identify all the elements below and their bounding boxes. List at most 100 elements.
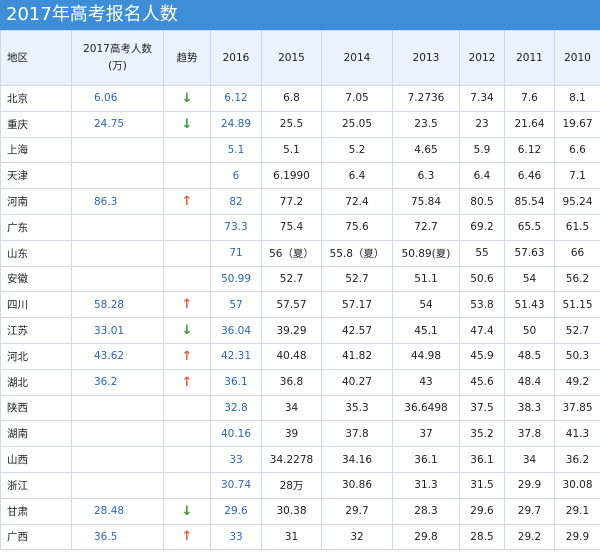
year-value-cell: 6.1990 [261, 162, 322, 190]
year-value-cell: 25.05 [321, 110, 393, 138]
table-row: 天津 6 6.1990 6.4 6.3 6.4 6.46 7.1 [0, 162, 600, 190]
trend-up-arrow-icon: ↑ [181, 297, 193, 313]
year-value-cell: 7.05 [321, 85, 393, 112]
trend-cell: ↑ [163, 368, 211, 396]
year-value-cell: 57.17 [321, 291, 393, 319]
year-value-cell: 42.31 [210, 342, 262, 370]
table-row: 浙江 30.74 28万 30.86 31.3 31.5 29.9 30.08 [0, 471, 600, 499]
region-cell: 上海 [0, 136, 72, 164]
year-value-cell: 73.3 [210, 213, 262, 241]
year-value-cell: 6.8 [261, 85, 322, 112]
trend-up-arrow-icon: ↑ [181, 529, 193, 545]
count-2017-cell [71, 162, 164, 190]
year-value-cell: 47.4 [459, 317, 505, 344]
region-cell: 浙江 [0, 471, 72, 499]
year-value-cell: 72.4 [321, 188, 393, 215]
year-value-cell: 80.5 [459, 188, 505, 215]
year-value-cell: 31 [261, 523, 322, 551]
count-2017-cell: 6.06 [71, 85, 164, 112]
column-header-year: 2014 [321, 30, 393, 86]
year-value-cell: 6.4 [321, 162, 393, 190]
year-value-cell: 66 [554, 239, 600, 267]
year-value-cell: 57 [210, 291, 262, 319]
year-value-cell: 30.08 [554, 471, 600, 499]
region-cell: 山东 [0, 239, 72, 267]
trend-cell [163, 136, 211, 164]
year-value-cell: 65.5 [504, 213, 555, 241]
count-2017-cell [71, 239, 164, 267]
trend-cell [163, 239, 211, 267]
region-cell: 天津 [0, 162, 72, 190]
year-value-cell: 28.3 [392, 497, 460, 525]
year-value-cell: 57.57 [261, 291, 322, 319]
table-row: 重庆 24.75 ↓ 24.89 25.5 25.05 23.5 23 21.64 19.67 [0, 110, 600, 138]
year-value-cell: 77.2 [261, 188, 322, 215]
table-row: 陕西 32.8 34 35.3 36.6498 37.5 38.3 37.85 [0, 394, 600, 422]
year-value-cell: 55 [459, 239, 505, 267]
trend-cell: ↑ [163, 342, 211, 370]
trend-cell [163, 394, 211, 422]
year-value-cell: 7.34 [459, 85, 505, 112]
column-header-2017-count: 2017高考人数 (万) [71, 30, 164, 86]
year-value-cell: 54 [504, 265, 555, 293]
year-value-cell: 61.5 [554, 213, 600, 241]
trend-cell: ↓ [163, 317, 211, 344]
year-value-cell: 5.1 [261, 136, 322, 164]
year-value-cell: 34.16 [321, 446, 393, 473]
trend-cell [163, 420, 211, 448]
trend-down-arrow-icon: ↓ [181, 90, 193, 106]
table-row: 江苏 33.01 ↓ 36.04 39.29 42.57 45.1 47.4 50 52.7 [0, 317, 600, 344]
year-value-cell: 54 [392, 291, 460, 319]
year-value-cell: 71 [210, 239, 262, 267]
year-value-cell: 51.43 [504, 291, 555, 319]
year-value-cell: 33 [210, 446, 262, 473]
region-cell: 河南 [0, 188, 72, 215]
year-value-cell: 75.4 [261, 213, 322, 241]
year-value-cell: 21.64 [504, 110, 555, 138]
count-2017-cell [71, 136, 164, 164]
count-2017-cell: 36.5 [71, 523, 164, 551]
year-value-cell: 29.6 [210, 497, 262, 525]
region-cell: 河北 [0, 342, 72, 370]
year-value-cell: 6.4 [459, 162, 505, 190]
year-value-cell: 23.5 [392, 110, 460, 138]
year-value-cell: 30.38 [261, 497, 322, 525]
year-value-cell: 37.8 [321, 420, 393, 448]
year-value-cell: 4.65 [392, 136, 460, 164]
year-value-cell: 69.2 [459, 213, 505, 241]
year-value-cell: 6.12 [210, 85, 262, 112]
year-value-cell: 29.7 [504, 497, 555, 525]
table-row: 广东 73.3 75.4 75.6 72.7 69.2 65.5 61.5 [0, 213, 600, 241]
year-value-cell: 52.7 [321, 265, 393, 293]
trend-cell [163, 213, 211, 241]
table-row: 湖北 36.2 ↑ 36.1 36.8 40.27 43 45.6 48.4 49.2 [0, 368, 600, 396]
year-value-cell: 6.6 [554, 136, 600, 164]
table-row: 山东 71 56（夏） 55.8（夏） 50.89(夏) 55 57.63 66 [0, 239, 600, 267]
year-value-cell: 38.3 [504, 394, 555, 422]
year-value-cell: 43 [392, 368, 460, 396]
header-row: 地区 2017高考人数 (万) 趋势 2016 2015 2014 2013 2… [0, 30, 600, 86]
column-header-year: 2016 [210, 30, 262, 86]
year-value-cell: 40.27 [321, 368, 393, 396]
table-row: 甘肃 28.48 ↓ 29.6 30.38 29.7 28.3 29.6 29.7 29.1 [0, 497, 600, 525]
table-row: 河南 86.3 ↑ 82 77.2 72.4 75.84 80.5 85.54 95.24 [0, 188, 600, 215]
count-2017-cell [71, 446, 164, 473]
count-2017-cell [71, 394, 164, 422]
year-value-cell: 51.1 [392, 265, 460, 293]
region-cell: 山西 [0, 446, 72, 473]
column-header-trend: 趋势 [163, 30, 211, 86]
year-value-cell: 25.5 [261, 110, 322, 138]
year-value-cell: 34 [504, 446, 555, 473]
year-value-cell: 34.2278 [261, 446, 322, 473]
year-value-cell: 37 [392, 420, 460, 448]
count-2017-cell: 36.2 [71, 368, 164, 396]
trend-up-arrow-icon: ↑ [181, 348, 193, 364]
region-cell: 广西 [0, 523, 72, 551]
trend-cell: ↑ [163, 188, 211, 215]
year-value-cell: 29.9 [554, 523, 600, 551]
year-value-cell: 50.89(夏) [392, 239, 460, 267]
year-value-cell: 48.4 [504, 368, 555, 396]
table-row: 四川 58.28 ↑ 57 57.57 57.17 54 53.8 51.43 51.15 [0, 291, 600, 319]
count-2017-cell: 43.62 [71, 342, 164, 370]
trend-up-arrow-icon: ↑ [181, 374, 193, 390]
